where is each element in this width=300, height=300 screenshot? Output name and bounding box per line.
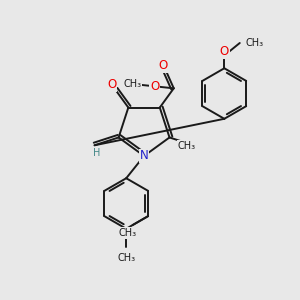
Text: CH₃: CH₃ — [117, 253, 135, 262]
Text: CH₃: CH₃ — [118, 228, 136, 238]
Text: CH₃: CH₃ — [178, 141, 196, 151]
Text: CH₃: CH₃ — [245, 38, 263, 48]
Text: O: O — [150, 80, 159, 93]
Text: O: O — [220, 45, 229, 58]
Text: N: N — [140, 149, 148, 162]
Text: H: H — [94, 148, 101, 158]
Text: O: O — [159, 59, 168, 72]
Text: CH₃: CH₃ — [123, 79, 141, 89]
Text: O: O — [107, 78, 116, 91]
